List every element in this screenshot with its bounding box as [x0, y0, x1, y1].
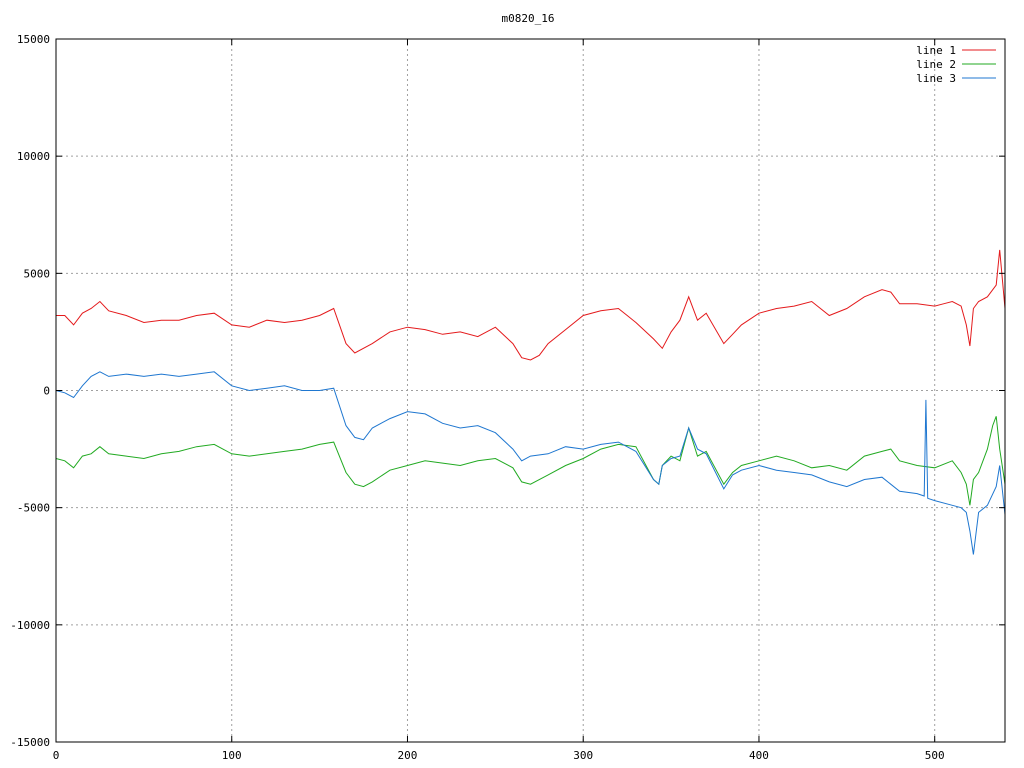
x-tick-label: 500 — [925, 749, 945, 762]
axis-ticks: 0 100 200 300 400 500 -15000 -10000 -5000 0 5000 10… — [10, 33, 1005, 762]
series-group — [55, 249, 1006, 555]
y-tick-label: -15000 — [10, 736, 50, 749]
x-tick-label: 100 — [222, 749, 242, 762]
series-line-2 — [55, 416, 1006, 506]
y-tick-label: 0 — [43, 385, 50, 398]
y-tick-label: -10000 — [10, 619, 50, 632]
grid — [56, 39, 1005, 742]
series-line-3 — [55, 371, 1006, 555]
y-tick-label: 5000 — [24, 267, 51, 280]
x-tick-label: 0 — [53, 749, 60, 762]
x-tick-label: 200 — [398, 749, 418, 762]
chart-title: m0820_16 — [502, 12, 555, 25]
legend-label-1: line 1 — [916, 44, 956, 57]
legend-label-2: line 2 — [916, 58, 956, 71]
series-line-1 — [56, 249, 1006, 361]
y-tick-label: 10000 — [17, 150, 50, 163]
x-tick-label: 400 — [749, 749, 769, 762]
legend-label-3: line 3 — [916, 72, 956, 85]
y-tick-label: 15000 — [17, 33, 50, 46]
y-tick-label: -5000 — [17, 502, 50, 515]
x-tick-label: 300 — [573, 749, 593, 762]
